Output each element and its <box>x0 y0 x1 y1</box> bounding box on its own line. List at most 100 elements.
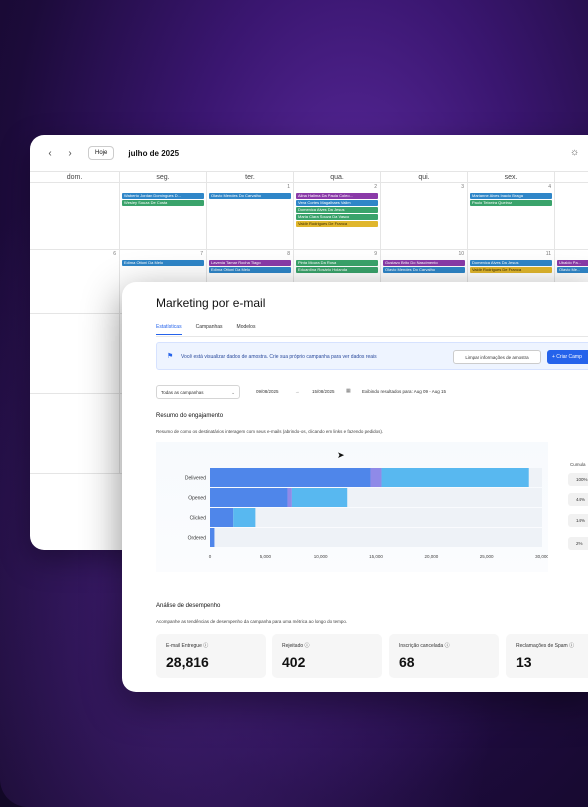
x-tick-label: 20,000 <box>424 554 438 559</box>
calendar-event[interactable]: Wesley Souza De Costa <box>122 200 204 206</box>
calendar-icon[interactable]: ▦ <box>346 388 351 394</box>
x-tick-label: 10,000 <box>314 554 328 559</box>
info-icon: ⓘ <box>304 643 310 649</box>
cumulative-badge: 2% <box>568 537 588 550</box>
calendar-day-cell[interactable]: 2 Alina Halima Da Paula Coleo... Vera Cort… <box>294 183 381 249</box>
calendar-event[interactable]: Waberto Jordan Domingues D... <box>122 193 204 199</box>
date-to-input[interactable]: 15/08/2025 <box>312 389 335 394</box>
calendar-day-cell[interactable]: 4 Marianne Alves Inacio Braga Paulo Teixei… <box>468 183 555 249</box>
metric-value: 68 <box>399 654 415 670</box>
metric-card[interactable]: Inscrição cancelada ⓘ 68 <box>389 634 499 678</box>
weekday-label: qui. <box>381 172 468 183</box>
calendar-event[interactable]: Valdir Rodrigues De Franca <box>296 221 378 227</box>
calendar-day-cell[interactable] <box>555 183 588 249</box>
metric-card[interactable]: E-mail Entregue ⓘ 28,816 <box>156 634 266 678</box>
calendar-day-cell[interactable]: Waberto Jordan Domingues D... Wesley Souz… <box>120 183 207 249</box>
calendar-event[interactable]: Maria Clara Souza Da Vasco <box>296 214 378 220</box>
bar-segment[interactable] <box>210 488 288 507</box>
performance-title: Análise de desempenho <box>156 603 221 609</box>
performance-subtitle: Acompanhe as tendências de desempenho da… <box>156 619 348 624</box>
metric-cards: E-mail Entregue ⓘ 28,816 Rejeitado ⓘ 402… <box>156 634 588 680</box>
calendar-day-cell[interactable] <box>30 394 120 473</box>
metric-label-text: Rejeitado <box>282 643 304 649</box>
calendar-event[interactable]: Paulo Teixeira Queiroz <box>470 200 552 206</box>
filter-bar: Todas as campanhas ⌄ 09/08/2025 → 15/08/… <box>156 385 586 399</box>
calendar-day-cell[interactable]: 8 Lavenia Tamar Rocha Tiago Edima Ottoni D… <box>207 250 294 313</box>
metric-card[interactable]: Reclamações de Spam ⓘ 13 <box>506 634 588 678</box>
calendar-day-cell[interactable]: 10 Gustavo Brito Do Nascimento Olavio Mend… <box>381 250 468 313</box>
info-icon: ⓘ <box>569 643 575 649</box>
calendar-day-cell[interactable]: 1 Olavio Mendes Do Carvalho <box>207 183 294 249</box>
date-from-input[interactable]: 09/08/2025 <box>256 389 279 394</box>
calendar-event[interactable]: Olavio Mendes Do Carvalho <box>209 193 291 199</box>
day-number: 4 <box>548 184 551 190</box>
calendar-day-cell[interactable]: 7 Edima Ottoni Da Melo <box>120 250 207 313</box>
metric-label: E-mail Entregue ⓘ <box>166 642 208 649</box>
campaign-select[interactable]: Todas as campanhas ⌄ <box>156 385 240 399</box>
cumulative-badge: 14% <box>568 514 588 527</box>
calendar-event[interactable]: Vera Cortes Magalhaes Valim <box>296 200 378 206</box>
calendar-event[interactable]: Olavio Mendes Do Carvalho <box>383 267 465 273</box>
calendar-day-cell[interactable] <box>30 183 120 249</box>
calendar-event[interactable]: Eduardina Rosário Holanda <box>296 267 378 273</box>
bar-segment[interactable] <box>381 468 529 487</box>
bar-segment[interactable] <box>291 488 348 507</box>
x-tick-label: 5,000 <box>260 554 272 559</box>
bar-segment[interactable] <box>210 508 234 527</box>
calendar-event[interactable]: Edima Ottoni Da Melo <box>122 260 204 266</box>
cumulative-badge: 100% <box>568 473 588 486</box>
weekday-label: ter. <box>207 172 294 183</box>
calendar-day-cell[interactable] <box>30 314 120 393</box>
calendar-day-cell[interactable]: 9 Pinta Moura Da Rosa Eduardina Rosário Ho… <box>294 250 381 313</box>
calendar-event[interactable]: Domenica Alves Da Jesus <box>470 260 552 266</box>
calendar-event[interactable]: Gustavo Brito Do Nascimento <box>383 260 465 266</box>
calendar-event[interactable]: Domenica Alves Da Jesus <box>296 207 378 213</box>
bar-segment[interactable] <box>287 488 292 507</box>
x-tick-label: 0 <box>209 554 212 559</box>
day-number: 9 <box>374 251 377 257</box>
metric-label-text: Inscrição cancelada <box>399 643 444 649</box>
tab-divider <box>156 336 588 337</box>
calendar-day-cell[interactable]: Ubaldo Pa... Olavio Me... <box>555 250 588 313</box>
calendar-event[interactable]: Marianne Alves Inacio Braga <box>470 193 552 199</box>
calendar-event[interactable]: Alina Halima Da Paula Coleo... <box>296 193 378 199</box>
calendar-day-cell[interactable]: 6 <box>30 250 120 313</box>
tab-campaigns[interactable]: Campanhas <box>195 324 223 330</box>
marketing-window: Marketing por e-mail Estatísticas Campan… <box>122 282 588 692</box>
tab-statistics[interactable]: Estatísticas <box>156 324 182 335</box>
today-button[interactable]: Hoje <box>88 146 115 160</box>
calendar-event[interactable]: Olavio Me... <box>557 267 588 273</box>
chevron-right-icon[interactable]: › <box>68 147 72 159</box>
calendar-day-cell[interactable]: 3 <box>381 183 468 249</box>
calendar-event[interactable]: Edima Ottoni Da Melo <box>209 267 291 273</box>
bar-segment[interactable] <box>210 528 215 547</box>
day-number: 7 <box>200 251 203 257</box>
bar-segment[interactable] <box>233 508 256 527</box>
clear-sample-button[interactable]: Limpar informações de amostra <box>453 350 541 364</box>
calendar-toolbar: ‹ › Hoje julho de 2025 ☼ <box>30 135 588 171</box>
metric-label-text: E-mail Entregue <box>166 643 202 649</box>
engagement-chart: Delivered Opened Clicked Ordered 0 5,000 10,00… <box>156 442 548 572</box>
tab-templates[interactable]: Modelos <box>236 324 256 330</box>
bar-segment[interactable] <box>370 468 382 487</box>
calendar-event[interactable]: Ubaldo Pa... <box>557 260 588 266</box>
metric-card[interactable]: Rejeitado ⓘ 402 <box>272 634 382 678</box>
day-number: 2 <box>374 184 377 190</box>
sun-icon[interactable]: ☼ <box>570 147 580 158</box>
calendar-event[interactable]: Valdir Rodrigues De Franca <box>470 267 552 273</box>
engagement-subtitle: Resumo de como os destinatários interage… <box>156 429 384 434</box>
flag-icon: ⚑ <box>167 353 174 360</box>
arrow-right-icon: → <box>295 389 300 394</box>
sample-data-banner: ⚑ Você está visualizar dados de amostra.… <box>156 342 588 370</box>
calendar-event[interactable]: Pinta Moura Da Rosa <box>296 260 378 266</box>
chevron-left-icon[interactable]: ‹ <box>48 147 52 159</box>
create-campaign-button[interactable]: + Criar Camp <box>547 350 588 364</box>
calendar-event[interactable]: Lavenia Tamar Rocha Tiago <box>209 260 291 266</box>
bar-segment[interactable] <box>210 468 371 487</box>
calendar-day-cell[interactable]: 11 Domenica Alves Da Jesus Valdir Rodrigue… <box>468 250 555 313</box>
calendar-weekday-header: dom. seg. ter. qua. qui. sex. <box>30 171 588 183</box>
calendar-month-title: julho de 2025 <box>128 148 180 158</box>
x-tick-label: 25,000 <box>480 554 494 559</box>
page-title: Marketing por e-mail <box>156 296 266 310</box>
chevron-down-icon: ⌄ <box>231 390 235 395</box>
